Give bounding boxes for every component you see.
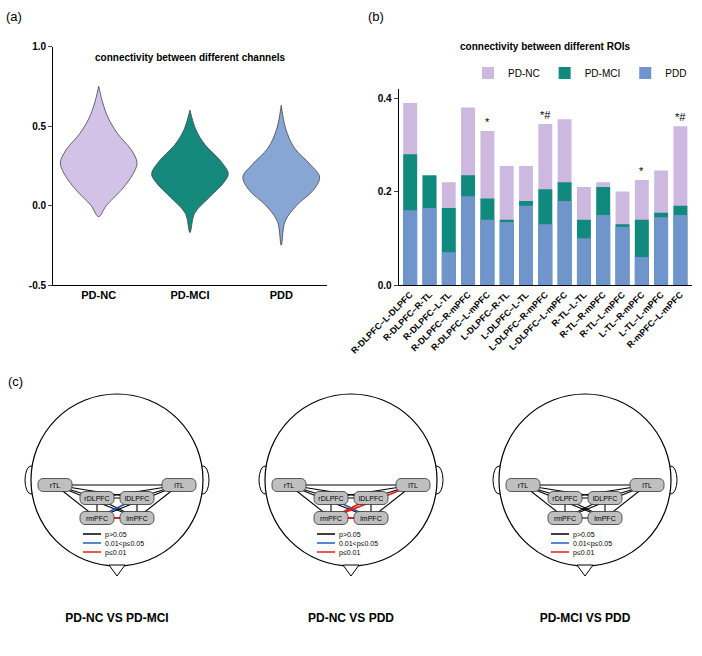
svg-text:PD-NC: PD-NC xyxy=(508,68,540,79)
svg-text:R-TL–L-TL: R-TL–L-TL xyxy=(550,289,589,328)
svg-text:*#: *# xyxy=(540,109,551,121)
svg-text:lTL: lTL xyxy=(642,482,652,489)
svg-text:PD-MCI VS PDD: PD-MCI VS PDD xyxy=(540,611,631,625)
svg-text:L-DLPFC–R-mPFC: L-DLPFC–R-mPFC xyxy=(487,289,550,352)
svg-text:1.0: 1.0 xyxy=(32,41,46,52)
svg-text:lDLPFC: lDLPFC xyxy=(125,495,150,502)
svg-text:0.01<p≤0.05: 0.01<p≤0.05 xyxy=(105,540,144,548)
svg-text:-0.5: -0.5 xyxy=(29,280,47,291)
svg-text:rmPFC: rmPFC xyxy=(320,515,342,522)
svg-text:p≤0.01: p≤0.01 xyxy=(339,549,360,557)
svg-text:0.2: 0.2 xyxy=(378,186,392,197)
svg-text:lTL: lTL xyxy=(408,482,418,489)
svg-text:PD-NC VS PD-MCI: PD-NC VS PD-MCI xyxy=(65,611,168,625)
svg-text:rTL: rTL xyxy=(284,482,295,489)
svg-text:PDD: PDD xyxy=(665,68,686,79)
svg-text:PD-MCI: PD-MCI xyxy=(585,68,621,79)
svg-text:PD-MCI: PD-MCI xyxy=(170,289,209,301)
svg-text:R-DLPFC–L-mPFC: R-DLPFC–L-mPFC xyxy=(429,289,492,352)
svg-text:0.01<p≤0.05: 0.01<p≤0.05 xyxy=(573,540,612,548)
svg-text:R-mPFC–L-mPFC: R-mPFC–L-mPFC xyxy=(625,289,685,349)
svg-text:p>0.05: p>0.05 xyxy=(339,531,361,539)
svg-text:*: * xyxy=(485,116,490,128)
svg-text:connectivity between different: connectivity between different channels xyxy=(95,52,285,63)
svg-text:lDLPFC: lDLPFC xyxy=(359,495,384,502)
svg-text:L-TL–R-mPFC: L-TL–R-mPFC xyxy=(597,289,647,339)
svg-text:R-TL–L-mPFC: R-TL–L-mPFC xyxy=(578,289,628,339)
svg-text:p>0.05: p>0.05 xyxy=(573,531,595,539)
svg-text:PDD: PDD xyxy=(270,289,293,301)
svg-text:lmPFC: lmPFC xyxy=(360,515,381,522)
svg-text:rTL: rTL xyxy=(518,482,529,489)
svg-text:L-TL–L-mPFC: L-TL–L-mPFC xyxy=(617,289,666,338)
svg-text:*#: *# xyxy=(675,111,686,123)
svg-text:L-DLPFC–L-TL: L-DLPFC–L-TL xyxy=(479,289,531,341)
svg-text:(a): (a) xyxy=(6,9,22,24)
svg-text:PD-NC: PD-NC xyxy=(81,289,116,301)
svg-text:0.5: 0.5 xyxy=(32,121,46,132)
svg-text:R-DLPFC–L-DLPFC: R-DLPFC–L-DLPFC xyxy=(349,289,415,355)
svg-text:(c): (c) xyxy=(8,374,23,389)
svg-text:rTL: rTL xyxy=(50,482,61,489)
svg-text:rDLPFC: rDLPFC xyxy=(84,495,109,502)
svg-text:R-DLPFC–R-TL: R-DLPFC–R-TL xyxy=(381,289,434,342)
svg-text:R-TL–R-mPFC: R-TL–R-mPFC xyxy=(558,289,609,340)
svg-text:rDLPFC: rDLPFC xyxy=(552,495,577,502)
svg-text:lmPFC: lmPFC xyxy=(126,515,147,522)
svg-text:rmPFC: rmPFC xyxy=(86,515,108,522)
svg-text:0.4: 0.4 xyxy=(378,93,392,104)
svg-text:0.01<p≤0.05: 0.01<p≤0.05 xyxy=(339,540,378,548)
svg-text:rmPFC: rmPFC xyxy=(554,515,576,522)
svg-text:p≤0.01: p≤0.01 xyxy=(573,549,594,557)
svg-text:lDLPFC: lDLPFC xyxy=(593,495,618,502)
svg-text:L-DLPFC–L-mPFC: L-DLPFC–L-mPFC xyxy=(507,289,570,352)
svg-text:PD-NC VS PDD: PD-NC VS PDD xyxy=(308,611,394,625)
svg-text:L-DLPFC–R-TL: L-DLPFC–R-TL xyxy=(459,289,512,342)
svg-text:(b): (b) xyxy=(368,9,384,24)
svg-text:R-DLPFC–R-mPFC: R-DLPFC–R-mPFC xyxy=(409,289,473,353)
svg-text:*: * xyxy=(639,165,644,177)
svg-text:p≤0.01: p≤0.01 xyxy=(105,549,126,557)
svg-text:lmPFC: lmPFC xyxy=(594,515,615,522)
svg-text:p>0.05: p>0.05 xyxy=(105,531,127,539)
svg-text:0.0: 0.0 xyxy=(378,280,392,291)
svg-text:0.0: 0.0 xyxy=(32,200,46,211)
svg-text:rDLPFC: rDLPFC xyxy=(318,495,343,502)
svg-text:R-DLPFC–L-TL: R-DLPFC–L-TL xyxy=(401,289,454,342)
svg-text:connectivity between different: connectivity between different ROIs xyxy=(460,41,630,52)
svg-text:lTL: lTL xyxy=(174,482,184,489)
